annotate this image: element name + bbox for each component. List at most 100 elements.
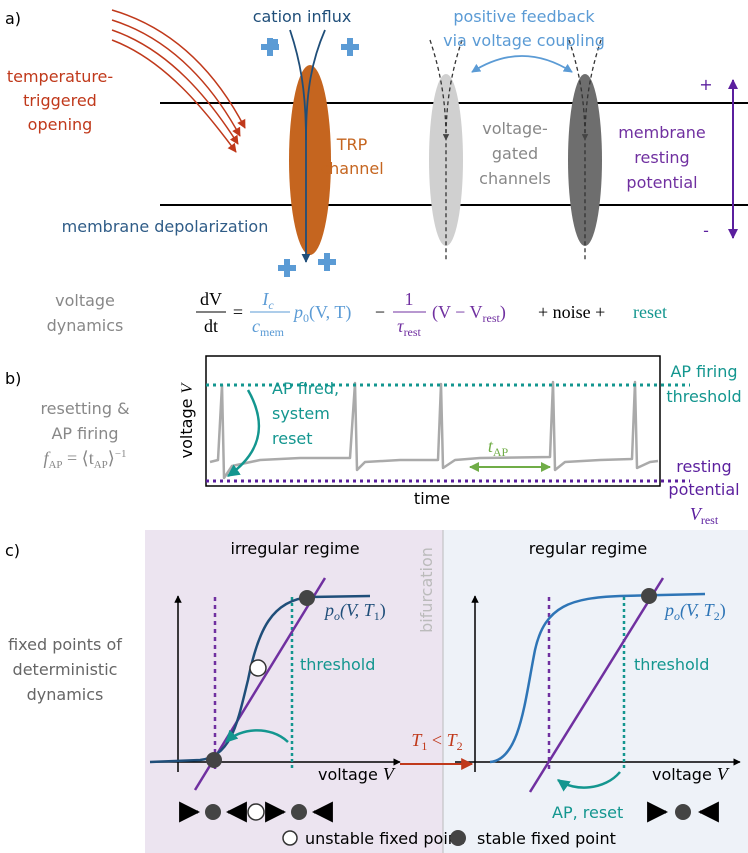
eq-part: dV xyxy=(200,289,222,309)
threshold-label: threshold xyxy=(666,387,741,406)
ap-reset-label: AP, reset xyxy=(552,803,623,822)
equation: voltage dynamics dV dt = Ic cmem p0(V, T… xyxy=(47,289,667,339)
c-description: deterministic xyxy=(13,660,118,679)
temperature-comparison: T1 < T2 xyxy=(411,730,462,753)
legend-unstable xyxy=(283,831,297,845)
panel-a: a) temperature- triggered opening cation… xyxy=(5,7,748,277)
eq-part: p0(V, T) xyxy=(292,302,351,325)
panel-label: c) xyxy=(5,541,20,560)
eq-part: (V, T xyxy=(680,600,716,621)
eq-part: AP xyxy=(94,459,108,471)
axis-var: V xyxy=(179,381,196,393)
eq-part: ) xyxy=(720,600,726,621)
eq-part: − xyxy=(375,302,385,322)
regime-title: irregular regime xyxy=(230,539,359,558)
b-description: AP firing xyxy=(51,424,118,443)
resting-label: potential xyxy=(668,480,739,499)
y-axis-label: voltage V xyxy=(177,381,196,458)
heat-arrows xyxy=(112,10,245,152)
vg-label: gated xyxy=(492,144,538,163)
eq-part: (V, T) xyxy=(309,302,351,323)
ap-fired-label: AP fired, xyxy=(272,379,339,398)
eq-part: ) xyxy=(500,302,506,323)
eq-part: AP xyxy=(48,459,62,471)
eq-part: −1 xyxy=(115,448,127,460)
stable-point xyxy=(641,588,657,604)
feedback-text: via voltage coupling xyxy=(443,31,605,50)
eq-part: p xyxy=(323,600,334,620)
eq-part: τrest xyxy=(397,316,421,339)
eq-part: AP xyxy=(493,445,509,459)
irregular-bg xyxy=(145,530,443,853)
eq-part: = ⟨t xyxy=(63,448,94,468)
x-axis-label: time xyxy=(414,489,450,508)
b-description: resetting & xyxy=(40,399,129,418)
panel-label: b) xyxy=(5,369,21,388)
eq-part: ⟩ xyxy=(108,448,115,468)
eq-part: rest xyxy=(483,311,501,325)
legend-text: unstable fixed point xyxy=(305,829,464,848)
legend-stable xyxy=(450,830,466,846)
vg-label: voltage- xyxy=(482,119,548,138)
eq-part: mem xyxy=(260,325,285,339)
panel-c: c) fixed points of deterministic dynamic… xyxy=(5,530,748,853)
potential-label: resting xyxy=(634,148,689,167)
equation-label: voltage xyxy=(55,291,115,310)
cation-influx: cation influx xyxy=(253,7,352,26)
plus-sign: + xyxy=(699,75,712,94)
unstable-point xyxy=(248,804,264,820)
resting-label: Vrest xyxy=(690,504,719,527)
threshold-label: threshold xyxy=(300,655,375,674)
eq-part: 1 xyxy=(405,289,414,309)
regime-title: regular regime xyxy=(529,539,647,558)
threshold-label: AP firing xyxy=(670,362,737,381)
depolarization-label: membrane depolarization xyxy=(62,217,269,236)
eq-part: p xyxy=(663,600,674,620)
threshold-label: threshold xyxy=(634,655,709,674)
panel-b: b) resetting & AP firing fAP = ⟨tAP⟩−1 A… xyxy=(5,356,742,527)
legend-text: stable fixed point xyxy=(477,829,616,848)
eq-part: rest xyxy=(701,513,719,527)
unstable-point xyxy=(250,660,266,676)
potential-label: potential xyxy=(626,173,697,192)
b-formula: fAP = ⟨tAP⟩−1 xyxy=(43,448,126,471)
bifurcation-label: bifurcation xyxy=(417,547,436,633)
axis-text: voltage xyxy=(318,765,383,784)
figure: a) temperature- triggered opening cation… xyxy=(0,0,748,853)
stable-point xyxy=(291,804,307,820)
temperature-text: triggered xyxy=(23,91,97,110)
axis-text: voltage xyxy=(652,765,717,784)
ap-fired-label: system xyxy=(272,404,330,423)
eq-part: rest xyxy=(404,325,422,339)
eq-part: dt xyxy=(204,316,218,336)
trp-label: channel xyxy=(320,159,383,178)
interval-label: tAP xyxy=(488,436,509,459)
eq-part: (V − Vrest) xyxy=(432,302,506,325)
coupling-arrow xyxy=(472,56,572,72)
x-axis-label: voltage V xyxy=(318,764,396,784)
potential-label: membrane xyxy=(618,123,706,142)
c-description: fixed points of xyxy=(8,635,122,654)
eq-part: 2 xyxy=(457,739,463,753)
eq-part: reset xyxy=(633,302,667,322)
resting-label: resting xyxy=(676,457,731,476)
stable-point xyxy=(206,752,222,768)
equation-label: dynamics xyxy=(47,316,124,335)
eq-part: (V, T xyxy=(340,600,376,621)
eq-part: cmem xyxy=(252,316,285,339)
eq-part: c xyxy=(252,316,260,336)
stable-point xyxy=(675,804,691,820)
reset-arrow xyxy=(228,390,259,476)
eq-part: ) xyxy=(380,600,386,621)
x-axis-label: voltage V xyxy=(652,764,730,784)
ap-fired-label: reset xyxy=(272,429,313,448)
eq-part: (V − V xyxy=(432,302,483,323)
axis-text: voltage xyxy=(177,393,196,458)
panel-label: a) xyxy=(5,9,21,28)
temperature-text: opening xyxy=(28,115,93,134)
eq-part: + noise + xyxy=(538,302,605,322)
c-description: dynamics xyxy=(27,685,104,704)
minus-sign: - xyxy=(703,221,709,240)
eq-part: c xyxy=(268,298,274,312)
eq-part: p xyxy=(292,302,303,322)
